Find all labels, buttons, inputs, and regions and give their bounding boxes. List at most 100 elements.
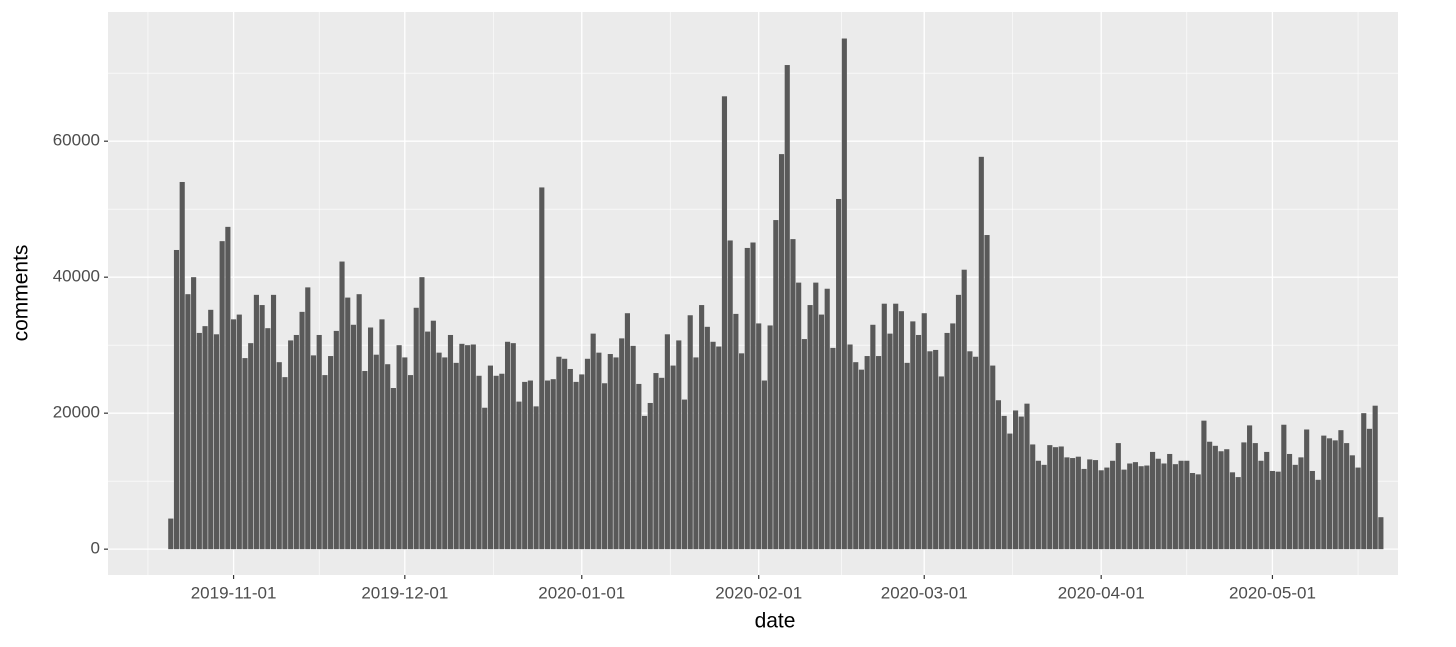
bar [1361, 413, 1367, 550]
bar [1018, 416, 1024, 550]
bar [1344, 443, 1350, 550]
bar [659, 377, 665, 550]
bar [213, 334, 220, 550]
bar [607, 354, 613, 550]
bar [1081, 468, 1087, 550]
bar [453, 362, 459, 550]
bar [1098, 470, 1104, 550]
bar [1264, 451, 1270, 550]
x-axis-title: date [755, 610, 796, 633]
bar [1172, 464, 1178, 550]
bar [767, 325, 773, 550]
bar [1149, 451, 1156, 550]
bar [248, 343, 254, 550]
bar [938, 376, 944, 550]
bar [1258, 460, 1264, 550]
y-tick-label: 60000 [53, 131, 100, 150]
bar [276, 362, 282, 550]
bar [470, 344, 476, 550]
bar [1104, 467, 1110, 550]
bar [173, 249, 180, 550]
bar [1338, 430, 1344, 550]
x-tick-label: 2020-04-01 [1058, 583, 1145, 602]
bar [1092, 460, 1099, 550]
bar [1007, 433, 1013, 550]
bar [288, 340, 294, 550]
bar [830, 347, 836, 550]
bar [1155, 458, 1161, 550]
bar [1229, 472, 1236, 550]
bar [836, 198, 842, 550]
bar [299, 311, 305, 550]
bar [921, 313, 927, 550]
bar [933, 349, 939, 550]
bar [316, 334, 322, 550]
bar [864, 356, 870, 550]
bar [567, 368, 573, 550]
bar [1047, 445, 1053, 550]
bar [419, 277, 425, 550]
bar [362, 371, 368, 550]
bar [1127, 463, 1133, 550]
bar [876, 356, 882, 550]
bar [430, 320, 436, 550]
bar [619, 338, 625, 550]
bar [881, 303, 887, 550]
bar [527, 380, 533, 550]
bar [801, 339, 807, 550]
bar [887, 333, 893, 550]
bar [824, 288, 830, 550]
x-tick-label: 2020-01-01 [538, 583, 625, 602]
y-tick-label: 0 [91, 539, 100, 558]
bar [168, 518, 174, 550]
bar [1349, 455, 1355, 550]
bar [1309, 470, 1315, 550]
bar [522, 381, 528, 550]
bar [1132, 462, 1139, 550]
bar [1161, 463, 1167, 550]
bar [1075, 456, 1081, 550]
bar [995, 400, 1002, 550]
bar [716, 346, 722, 550]
bar [904, 362, 910, 550]
bar [596, 352, 602, 550]
bar [1286, 453, 1293, 550]
bar [870, 324, 876, 550]
bar [385, 364, 391, 550]
bar [1298, 457, 1304, 550]
bar [482, 407, 488, 550]
bar [778, 154, 785, 550]
bar [813, 282, 819, 550]
bar [305, 287, 311, 550]
bar [356, 294, 362, 550]
bar [818, 314, 825, 550]
bar [350, 324, 357, 550]
bar [516, 401, 522, 550]
bar [1281, 424, 1287, 550]
bar [1035, 460, 1041, 550]
bar [225, 226, 231, 550]
bar [544, 380, 551, 550]
bar [208, 309, 214, 550]
bar [1184, 460, 1190, 550]
bar [1332, 440, 1338, 550]
bar [898, 311, 904, 550]
bar [1321, 435, 1327, 550]
x-tick-label: 2020-03-01 [881, 583, 968, 602]
bar [379, 319, 385, 550]
bar [584, 358, 591, 550]
bar [476, 375, 482, 550]
bar [242, 358, 248, 550]
bar [927, 351, 933, 550]
bar [590, 333, 596, 550]
bar [1087, 459, 1093, 550]
bar [270, 294, 277, 550]
bar [624, 313, 630, 550]
bar [750, 242, 756, 550]
bar [955, 294, 962, 550]
bar [670, 365, 676, 550]
bar [602, 383, 608, 550]
bar [339, 261, 345, 550]
bar [1201, 420, 1207, 550]
